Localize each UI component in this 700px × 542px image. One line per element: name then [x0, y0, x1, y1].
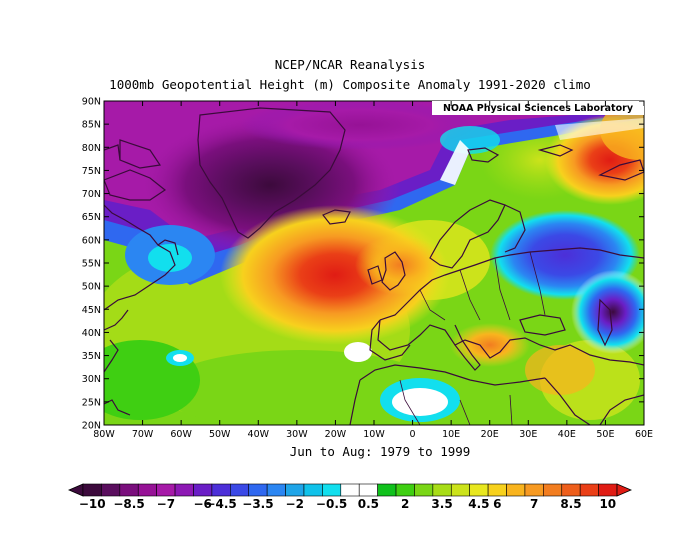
lon-label: 20W	[325, 429, 347, 440]
colorbar-swatch	[248, 483, 268, 497]
lat-label: 65N	[82, 212, 101, 223]
colorbar-min-arrow	[67, 483, 84, 497]
colorbar-labels: −10 −8.5 −7 −6−4.5 −3.5 −2 −0.5 0.5 2 3.5 4.5 6 7 8.5…	[79, 497, 616, 511]
lon-label: 70W	[132, 429, 154, 440]
colorbar-swatch	[561, 483, 581, 497]
lat-label: 60N	[82, 235, 101, 246]
colorbar-label: 6	[493, 497, 501, 511]
lat-label: 50N	[82, 282, 101, 293]
colorbar-label: −7	[157, 497, 175, 511]
lat-label: 20N	[82, 421, 101, 432]
colorbar-swatch	[506, 483, 526, 497]
lat-label: 80N	[82, 143, 101, 154]
lon-label: 60E	[635, 429, 653, 440]
lon-label: 40E	[558, 429, 576, 440]
colorbar-swatch	[156, 483, 176, 497]
lat-label: 30N	[82, 374, 101, 385]
colorbar	[67, 483, 633, 497]
colorbar-label: −4.5	[205, 497, 236, 511]
lon-label: 50W	[209, 429, 231, 440]
chart-subtitle: 1000mb Geopotential Height (m) Composite…	[109, 77, 591, 92]
lat-label: 55N	[82, 259, 101, 270]
lon-label: 0	[410, 429, 416, 440]
lat-label: 90N	[82, 97, 101, 108]
colorbar-swatch	[469, 483, 489, 497]
colorbar-label: −8.5	[113, 497, 144, 511]
lat-label: 40N	[82, 328, 101, 339]
longitude-axis: 80W 70W 60W 50W 40W 30W 20W 10W 0 10E 20E 30E 40E 50E…	[93, 101, 653, 440]
lon-label: 60W	[170, 429, 192, 440]
colorbar-label: 0.5	[358, 497, 379, 511]
colorbar-swatch	[101, 483, 121, 497]
colorbar-label: 10	[599, 497, 616, 511]
colorbar-swatch	[543, 483, 563, 497]
chart-title: NCEP/NCAR Reanalysis	[274, 57, 426, 72]
colorbar-swatch	[414, 483, 434, 497]
colorbar-label: 4.5	[468, 497, 489, 511]
colorbar-swatch	[450, 483, 470, 497]
colorbar-label: 7	[530, 497, 538, 511]
lat-label: 85N	[82, 120, 101, 131]
latitude-axis: 90N 85N 80N 75N 70N 65N 60N 55N 50N 45N 40N 35N 30N 2…	[82, 97, 644, 432]
colorbar-swatch	[340, 483, 360, 497]
colorbar-swatch	[432, 483, 452, 497]
lon-label: 30E	[519, 429, 537, 440]
colorbar-swatch	[377, 483, 397, 497]
colorbar-swatch	[598, 483, 618, 497]
credit-text: NOAA Physical Sciences Laboratory	[443, 103, 634, 114]
colorbar-swatch	[119, 483, 139, 497]
colorbar-swatch	[395, 483, 415, 497]
lon-label: 30W	[286, 429, 308, 440]
colorbar-swatch	[82, 483, 102, 497]
colorbar-swatch	[174, 483, 194, 497]
colorbar-swatch	[303, 483, 323, 497]
lon-label: 20E	[481, 429, 499, 440]
lon-label: 50E	[596, 429, 614, 440]
colorbar-swatch	[579, 483, 599, 497]
colorbar-swatch	[358, 483, 378, 497]
colorbar-swatch	[193, 483, 213, 497]
colorbar-swatch	[137, 483, 157, 497]
colorbar-max-arrow	[616, 483, 633, 497]
credit-box	[432, 101, 644, 115]
colorbar-label: −6	[193, 497, 211, 511]
lon-label: 10E	[442, 429, 460, 440]
anomaly-shading	[104, 101, 644, 425]
lon-label: 40W	[248, 429, 270, 440]
colorbar-label: −3.5	[242, 497, 273, 511]
colorbar-swatch	[322, 483, 342, 497]
colorbar-label: 3.5	[431, 497, 452, 511]
lat-label: 45N	[82, 305, 101, 316]
lon-label: 10W	[363, 429, 385, 440]
colorbar-label: 2	[401, 497, 409, 511]
colorbar-label: −2	[286, 497, 304, 511]
lat-label: 75N	[82, 166, 101, 177]
colorbar-swatch	[285, 483, 305, 497]
colorbar-label: 8.5	[560, 497, 581, 511]
colorbar-swatch	[487, 483, 507, 497]
period-label: Jun to Aug: 1979 to 1999	[289, 444, 471, 459]
colorbar-label: −0.5	[316, 497, 347, 511]
colorbar-swatch	[230, 483, 250, 497]
lon-label: 80W	[93, 429, 115, 440]
lat-label: 25N	[82, 397, 101, 408]
colorbar-swatch	[211, 483, 231, 497]
colorbar-label: −10	[79, 497, 106, 511]
lat-label: 35N	[82, 351, 101, 362]
lat-label: 70N	[82, 189, 101, 200]
colorbar-swatch	[266, 483, 286, 497]
colorbar-swatch	[524, 483, 544, 497]
